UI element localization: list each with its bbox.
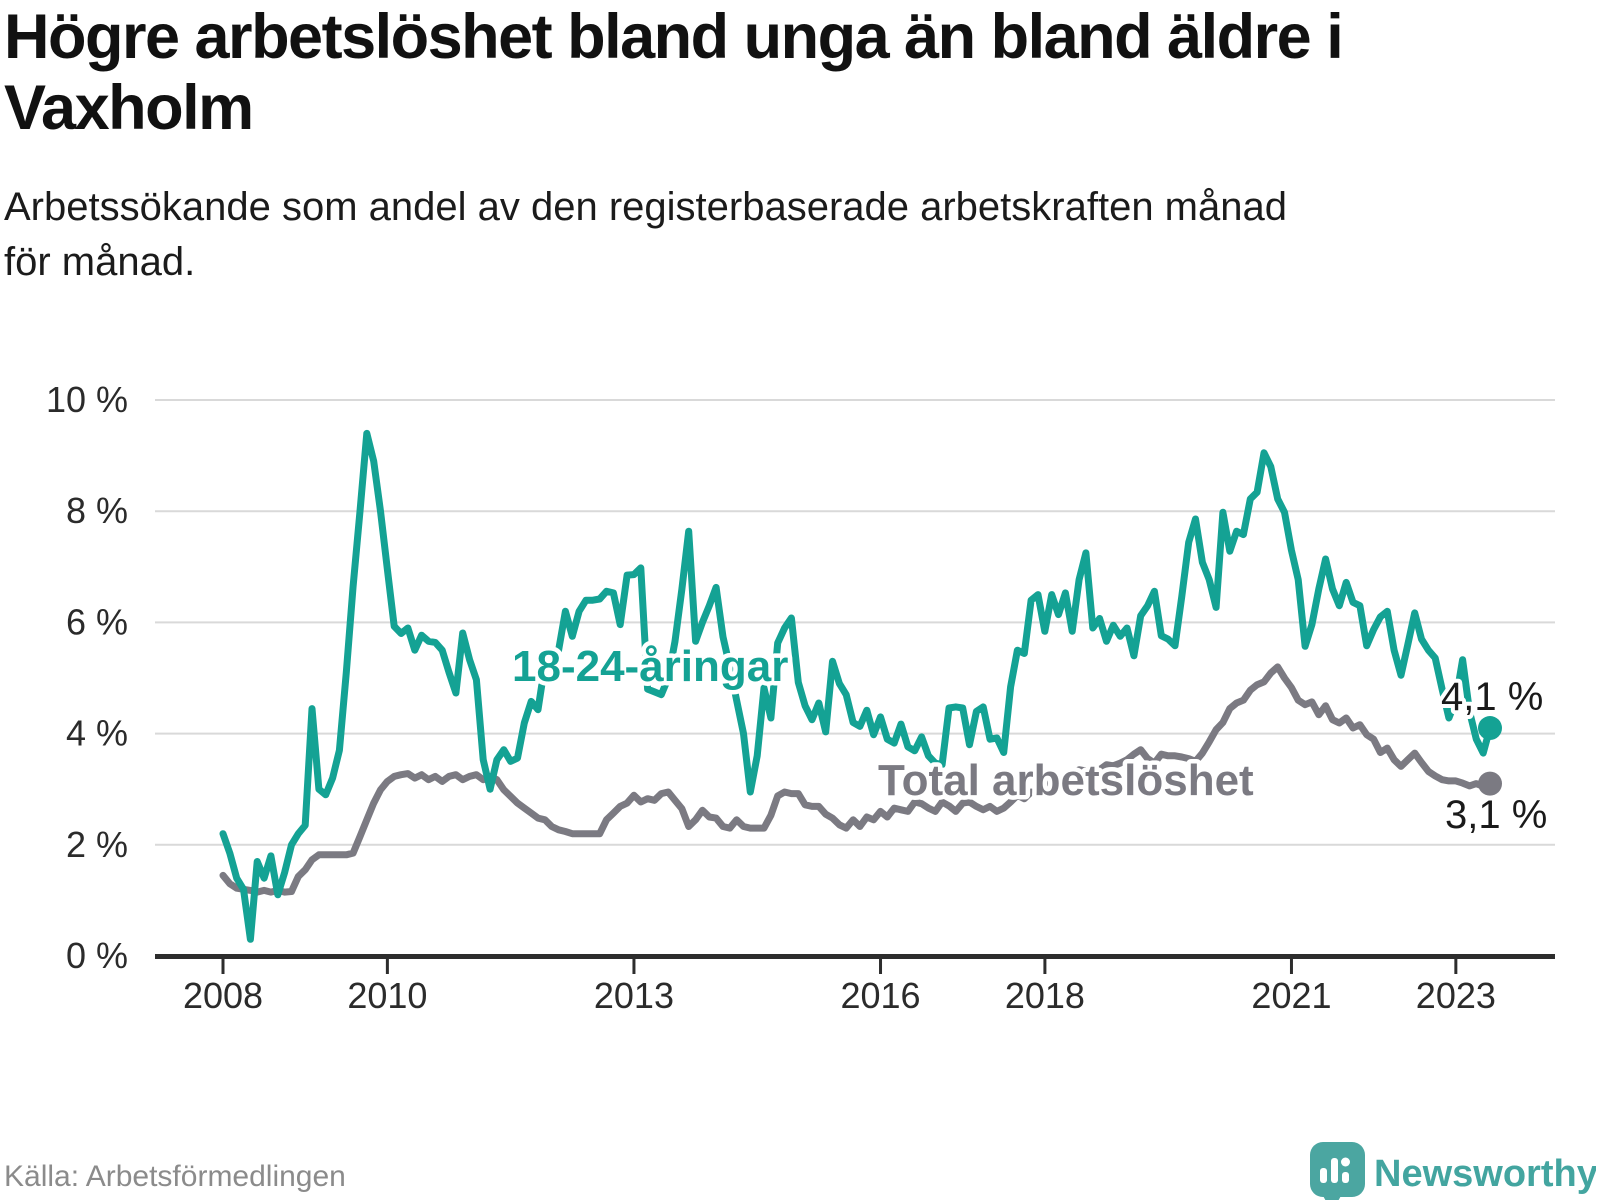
series-label-total: Total arbetslöshet [878,756,1254,805]
x-axis-labels: 2008 2010 2013 2016 2018 2021 2023 [183,975,1496,1016]
svg-text:8 %: 8 % [66,490,128,531]
svg-text:2018: 2018 [1005,975,1085,1016]
svg-text:2008: 2008 [183,975,263,1016]
svg-text:4 %: 4 % [66,713,128,754]
svg-text:2016: 2016 [840,975,920,1016]
source-note: Källa: Arbetsförmedlingen [4,1160,346,1193]
series-line-young [219,429,1494,943]
y-axis-labels: 10 % 8 % 6 % 4 % 2 % 0 % [46,379,128,976]
series-lines [219,429,1494,943]
svg-text:2021: 2021 [1251,975,1331,1016]
y-gridlines [155,399,1555,846]
end-value-young: 4,1 % [1441,675,1543,719]
end-dots [1478,716,1502,796]
subtitle-line1: Arbetssökande som andel av den registerb… [4,185,1287,229]
svg-text:0 %: 0 % [66,935,128,976]
end-value-total: 3,1 % [1445,793,1547,837]
page-title: Högre arbetslöshet bland unga än bland ä… [4,2,1594,144]
svg-text:2010: 2010 [347,975,427,1016]
x-axis [155,954,1555,974]
end-dot-total [1478,771,1502,796]
series-label-young: 18-24-åringar [512,642,788,691]
series-line-total [219,663,1494,896]
svg-text:6 %: 6 % [66,601,128,642]
newsworthy-logo-icon [1310,1142,1365,1200]
brand-wordmark: Newsworthy [1374,1153,1596,1195]
end-dot-young [1478,716,1502,741]
page-title-line1: Högre arbetslöshet bland unga än bland ä… [4,2,1344,72]
subtitle-line2: för månad. [4,240,196,284]
subtitle: Arbetssökande som andel av den registerb… [4,180,1594,290]
svg-text:2013: 2013 [594,975,674,1016]
svg-text:2 %: 2 % [66,824,128,865]
brand: Newsworthy [1310,1142,1596,1200]
page-title-line2: Vaxholm [4,73,254,143]
svg-text:2023: 2023 [1416,975,1496,1016]
svg-text:10 %: 10 % [46,379,128,420]
